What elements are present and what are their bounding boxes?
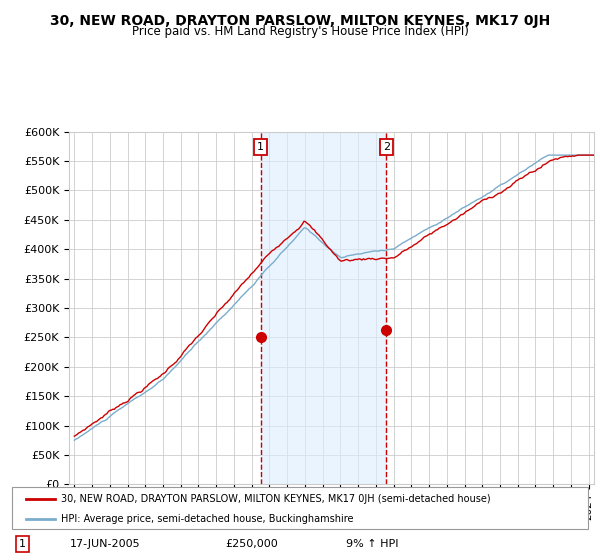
Text: £250,000: £250,000 bbox=[225, 539, 278, 549]
Text: 17-JUN-2005: 17-JUN-2005 bbox=[70, 539, 140, 549]
Text: 1: 1 bbox=[19, 539, 26, 549]
Text: 30, NEW ROAD, DRAYTON PARSLOW, MILTON KEYNES, MK17 0JH (semi-detached house): 30, NEW ROAD, DRAYTON PARSLOW, MILTON KE… bbox=[61, 494, 491, 504]
Text: 30, NEW ROAD, DRAYTON PARSLOW, MILTON KEYNES, MK17 0JH: 30, NEW ROAD, DRAYTON PARSLOW, MILTON KE… bbox=[50, 14, 550, 28]
Text: HPI: Average price, semi-detached house, Buckinghamshire: HPI: Average price, semi-detached house,… bbox=[61, 514, 353, 524]
FancyBboxPatch shape bbox=[12, 487, 588, 529]
Text: 2: 2 bbox=[383, 142, 390, 152]
Text: Price paid vs. HM Land Registry's House Price Index (HPI): Price paid vs. HM Land Registry's House … bbox=[131, 25, 469, 38]
Text: 1: 1 bbox=[257, 142, 264, 152]
Bar bbox=[260, 132, 386, 484]
Text: 9% ↑ HPI: 9% ↑ HPI bbox=[346, 539, 398, 549]
